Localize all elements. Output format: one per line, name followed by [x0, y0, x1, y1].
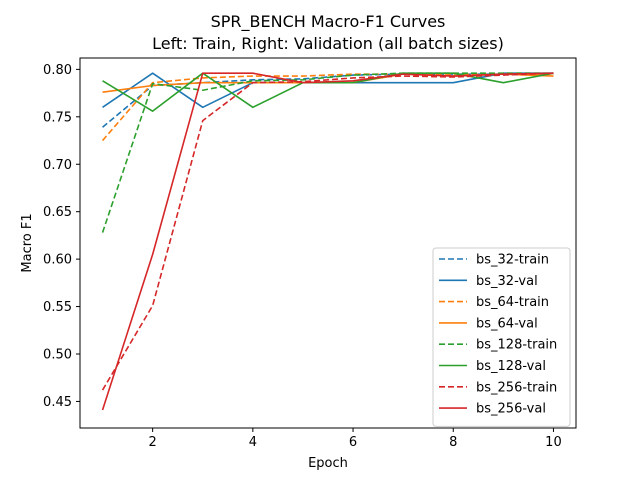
legend-label: bs_64-val [476, 316, 538, 331]
plot-frame [79, 57, 577, 429]
series-line-bs_256-val [101, 72, 554, 411]
x-tick-label: 2 [149, 435, 157, 450]
legend-label: bs_32-train [476, 253, 549, 268]
legend-label: bs_64-train [476, 295, 549, 310]
legend: bs_32-train bs_32-val bs_64-train bs_64-val… [432, 247, 571, 427]
y-tick-label: 0.60 [43, 253, 72, 268]
chart-title: SPR_BENCH Macro-F1 Curves [211, 12, 446, 32]
y-tick-label: 0.70 [43, 158, 72, 173]
legend-label: bs_256-train [476, 380, 557, 395]
series-line-bs_64-train [101, 73, 554, 142]
legend-box [432, 247, 571, 427]
series-line-bs_128-val [102, 72, 554, 112]
x-axis-ticks: 2 4 6 8 10 [149, 428, 562, 450]
y-tick-label: 0.45 [43, 395, 72, 410]
legend-label: bs_32-val [476, 274, 538, 289]
legend-label: bs_128-val [476, 359, 546, 374]
y-tick-label: 0.50 [43, 348, 72, 363]
series-line-bs_256-train [101, 72, 554, 391]
y-axis-ticks: 0.45 0.50 0.55 0.60 0.65 0.70 0.75 0.80 [43, 63, 80, 410]
series-line-bs_32-val [102, 72, 554, 109]
plot-lines [101, 72, 554, 411]
x-tick-label: 6 [349, 435, 357, 450]
series-line-bs_128-train [101, 72, 554, 233]
chart-subtitle: Left: Train, Right: Validation (all batc… [152, 34, 504, 53]
legend-label: bs_256-val [476, 402, 546, 417]
x-tick-label: 8 [449, 435, 457, 450]
y-tick-label: 0.80 [43, 63, 72, 78]
y-tick-label: 0.75 [43, 110, 72, 125]
y-tick-label: 0.65 [43, 205, 72, 220]
y-axis-label: Macro F1 [20, 213, 35, 272]
y-tick-label: 0.55 [43, 300, 72, 315]
x-tick-label: 4 [249, 435, 257, 450]
legend-label: bs_128-train [476, 338, 557, 353]
x-axis-label: Epoch [308, 456, 348, 471]
x-tick-label: 10 [545, 435, 562, 450]
